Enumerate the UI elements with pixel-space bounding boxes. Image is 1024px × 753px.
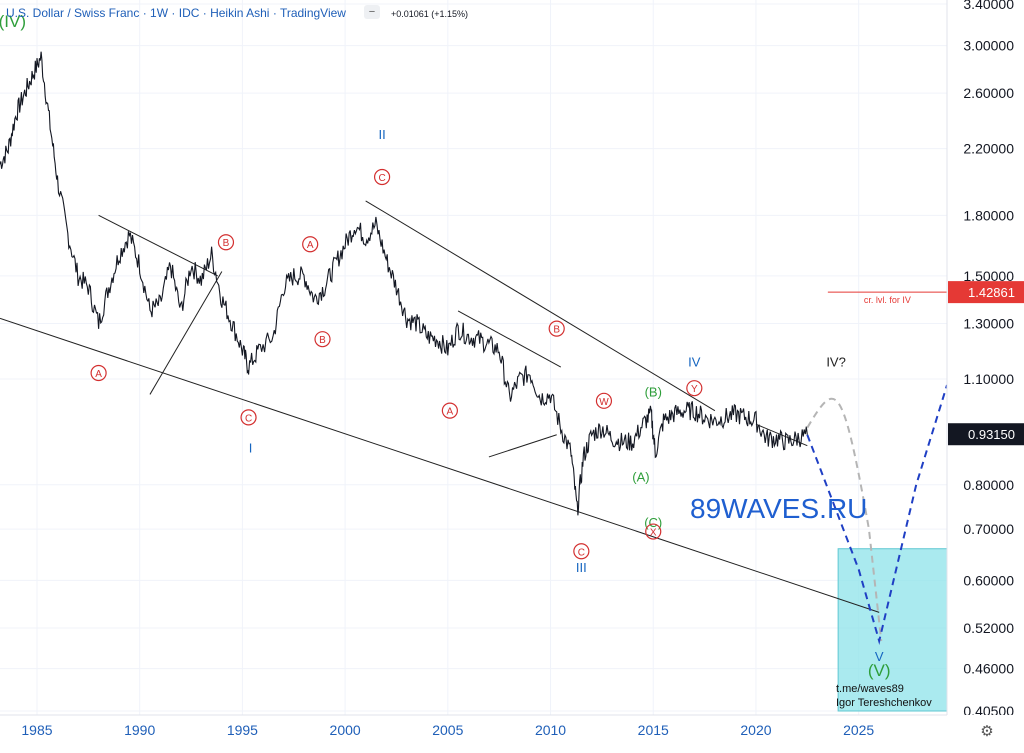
projection-blue-line [806,384,948,645]
wave-label: IV [688,354,701,369]
wave-label-circle [314,331,331,348]
settings-gear-icon[interactable]: ⚙ [980,723,993,740]
price-change: +0.01061 (+1.15%) [391,9,468,19]
target-zone-box [837,548,948,712]
wave-label: (V) [868,661,891,680]
wave-label: (IV) [0,12,26,31]
wave-label-circle [595,392,613,409]
last-price-value: 0.93150 [968,427,1015,442]
trend-line [149,271,223,395]
trend-line [488,434,557,458]
wave-label: A [447,407,454,418]
trend-line [98,214,218,277]
y-tick-label: 0.80000 [963,477,1014,493]
x-tick-label: 1990 [124,722,155,738]
collapse-legend-button[interactable] [364,5,380,19]
y-tick-label: 1.50000 [963,268,1014,284]
y-tick-label: 2.20000 [963,141,1014,157]
wave-label-circle [90,364,107,382]
wave-label-circle [686,380,703,397]
x-tick-label: 2000 [330,722,361,738]
y-tick-label: 0.70000 [963,521,1014,537]
y-tick-label: 0.52000 [963,620,1014,636]
wave-label-circle [548,320,565,337]
wave-label: B [319,335,326,346]
wave-label: V [875,649,884,664]
wave-label-circle [240,409,257,426]
watermark-text: 89WAVES.RU [690,493,867,524]
wave-label: A [95,369,102,380]
y-tick-label: 1.80000 [963,207,1014,223]
last-price-tag [948,423,1024,446]
x-tick-label: 2020 [740,722,771,738]
wave-label-circle [302,236,319,253]
platform: TradingView [280,6,346,20]
x-tick-label: 2025 [843,722,874,738]
credit-author: Igor Tereshchenkov [836,697,932,709]
exchange: IDC [179,6,200,20]
y-tick-label: 1.30000 [963,315,1014,331]
critical-level-caption: cr. lvl. for IV [864,295,911,305]
wave-label: III [576,560,587,575]
projection-gray-line [806,397,883,642]
symbol-legend: U.S. Dollar / Swiss Franc · 1W · IDC · H… [6,5,468,20]
wave-label: C [578,547,585,558]
wave-label-circle [217,234,235,251]
y-tick-label: 3.40000 [963,0,1014,12]
wave-label: W [599,397,609,408]
wave-label-circle [373,168,391,186]
wave-label: (A) [632,470,649,485]
x-tick-label: 2010 [535,722,566,738]
critical-level-value: 1.42861 [968,285,1015,300]
wave-label: I [249,441,253,456]
critical-level-tag [948,281,1024,304]
wave-label: (B) [645,384,662,399]
svg-text:U.S. Dollar / Swiss Franc: U.S. Dollar / Swiss Franc · 1W · IDC · H… [6,6,346,20]
wave-label-circle [645,523,662,540]
wave-label: B [553,325,560,336]
symbol-name: U.S. Dollar / Swiss Franc [6,6,139,20]
wave-label: A [307,240,314,251]
trend-line [365,200,716,412]
trend-line [457,310,562,368]
minus-icon: − [369,6,375,18]
price-series-line [0,51,808,516]
x-tick-label: 2005 [432,722,463,738]
x-tick-label: 2015 [638,722,669,738]
wave-label-circle [441,402,458,419]
wave-label-circle [573,543,590,560]
wave-label: Y [691,384,698,395]
wave-label: II [378,127,385,142]
y-tick-label: 2.60000 [963,85,1014,101]
trend-line [0,317,880,613]
x-tick-label: 1995 [227,722,258,738]
wave-label: X [650,528,657,539]
y-tick-label: 0.60000 [963,572,1014,588]
y-tick-label: 3.00000 [963,38,1014,54]
wave-label: IV? [826,354,846,369]
y-tick-label: 0.46000 [963,661,1014,677]
credit-telegram: t.me/waves89 [836,683,904,695]
y-tick-label: 1.10000 [963,371,1014,387]
x-tick-label: 1985 [21,722,52,738]
chart-style: Heikin Ashi [210,6,269,20]
wave-label: B [223,238,230,249]
wave-label: (C) [644,515,662,530]
wave-label: C [378,173,385,184]
interval: 1W [150,6,169,20]
wave-label: C [245,413,252,424]
